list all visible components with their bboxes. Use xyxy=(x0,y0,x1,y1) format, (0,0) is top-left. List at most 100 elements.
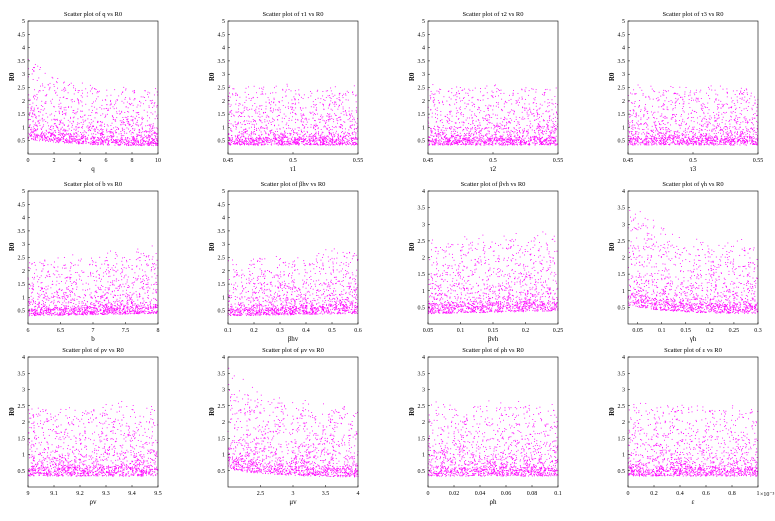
scatter-point xyxy=(63,107,65,109)
scatter-point xyxy=(335,132,337,134)
scatter-point xyxy=(535,140,537,142)
scatter-point xyxy=(628,143,630,145)
scatter-point xyxy=(58,137,60,139)
scatter-point xyxy=(740,91,741,93)
scatter-point xyxy=(453,142,455,143)
scatter-point xyxy=(124,142,126,144)
scatter-point xyxy=(229,92,230,94)
y-tick-label: 4.5 xyxy=(18,32,26,38)
scatter-point xyxy=(95,141,97,143)
scatter-point xyxy=(700,143,702,145)
scatter-point xyxy=(547,138,549,140)
scatter-point xyxy=(519,135,520,137)
scatter-point xyxy=(501,128,503,130)
scatter-point xyxy=(438,129,439,131)
scatter-point xyxy=(97,122,99,123)
scatter-point xyxy=(527,134,529,136)
scatter-point xyxy=(351,110,353,112)
scatter-point xyxy=(471,132,473,134)
scatter-point xyxy=(554,128,556,130)
scatter-point xyxy=(99,121,101,123)
scatter-point xyxy=(114,130,116,132)
scatter-point xyxy=(345,99,347,101)
scatter-point xyxy=(327,138,329,140)
scatter-point xyxy=(31,115,32,117)
scatter-point xyxy=(133,122,134,124)
scatter-point xyxy=(460,113,462,115)
scatter-point xyxy=(449,127,450,128)
scatter-point xyxy=(329,97,331,98)
scatter-point xyxy=(133,99,135,101)
scatter-point xyxy=(54,90,56,92)
scatter-point xyxy=(28,68,29,70)
scatter-point xyxy=(521,129,523,131)
scatter-point xyxy=(73,136,75,138)
scatter-point xyxy=(84,114,86,116)
scatter-point xyxy=(661,113,663,115)
scatter-point xyxy=(241,116,243,117)
scatter-point xyxy=(41,136,42,138)
scatter-point xyxy=(345,141,347,143)
scatter-point xyxy=(443,96,445,98)
scatter-point xyxy=(507,133,508,135)
scatter-point xyxy=(266,114,268,116)
scatter-point xyxy=(235,99,237,101)
scatter-point xyxy=(517,138,519,140)
scatter-point xyxy=(323,140,325,142)
scatter-point xyxy=(433,143,435,145)
scatter-point xyxy=(285,95,287,97)
scatter-point xyxy=(478,127,480,129)
scatter-point xyxy=(297,127,299,129)
scatter-point xyxy=(253,85,255,87)
scatter-point xyxy=(675,119,676,121)
scatter-point xyxy=(261,144,263,146)
scatter-point xyxy=(658,134,660,136)
scatter-point xyxy=(471,117,473,119)
scatter-point xyxy=(45,137,47,138)
scatter-point xyxy=(277,142,278,144)
scatter-point xyxy=(117,141,119,143)
scatter-point xyxy=(36,129,38,131)
scatter-point xyxy=(310,124,312,126)
scatter-point xyxy=(547,135,549,136)
scatter-point xyxy=(71,142,73,144)
scatter-point xyxy=(548,125,550,127)
scatter-point xyxy=(465,119,467,121)
scatter-point xyxy=(503,131,505,133)
scatter-point xyxy=(524,108,526,110)
scatter-point xyxy=(435,113,436,115)
scatter-point xyxy=(290,112,291,114)
scatter-point xyxy=(544,140,546,142)
scatter-point xyxy=(343,142,344,144)
scatter-point xyxy=(338,97,340,98)
scatter-point xyxy=(475,129,477,131)
scatter-point xyxy=(54,130,55,132)
scatter-point xyxy=(339,135,341,137)
scatter-point xyxy=(509,143,511,144)
scatter-point xyxy=(504,116,505,118)
scatter-point xyxy=(328,104,330,106)
scatter-point xyxy=(132,119,134,121)
scatter-point xyxy=(509,137,511,139)
scatter-point xyxy=(497,137,499,139)
scatter-point xyxy=(527,131,529,133)
scatter-point xyxy=(492,137,494,139)
scatter-point xyxy=(279,140,281,141)
scatter-point xyxy=(699,115,701,117)
point-cloud xyxy=(627,84,759,146)
scatter-point xyxy=(721,129,723,130)
scatter-point xyxy=(474,127,476,129)
scatter-point xyxy=(535,91,537,93)
scatter-point xyxy=(454,137,456,139)
scatter-point xyxy=(522,131,524,133)
scatter-point xyxy=(285,136,287,138)
scatter-point xyxy=(645,144,647,146)
scatter-point xyxy=(541,141,543,143)
scatter-point xyxy=(350,116,352,118)
scatter-point xyxy=(479,137,481,139)
scatter-point xyxy=(510,141,512,143)
scatter-point xyxy=(141,145,143,147)
scatter-point xyxy=(500,117,502,119)
scatter-point xyxy=(495,95,496,97)
scatter-point xyxy=(30,129,32,131)
